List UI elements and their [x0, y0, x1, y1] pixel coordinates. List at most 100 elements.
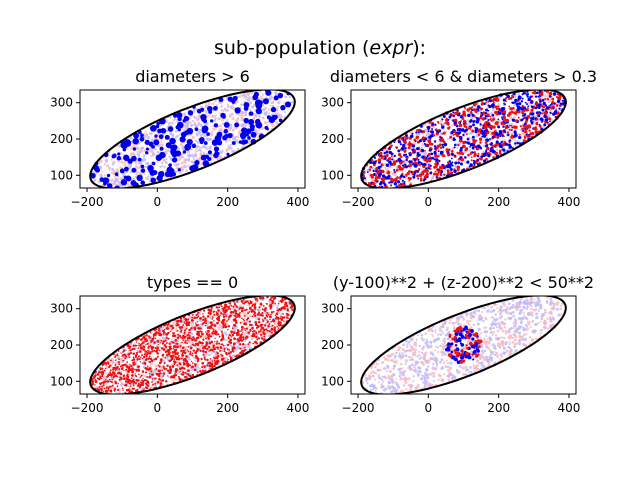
highlight-point: [233, 309, 237, 312]
highlight-point: [424, 177, 426, 179]
background-point: [125, 170, 128, 174]
background-point: [227, 350, 230, 353]
highlight-point: [427, 164, 430, 166]
highlight-point: [453, 169, 457, 174]
background-point: [424, 129, 428, 132]
highlight-point: [197, 323, 200, 326]
highlight-point: [191, 316, 193, 319]
highlight-point: [536, 118, 539, 121]
highlight-point: [484, 141, 488, 144]
highlight-point: [397, 157, 401, 161]
background-point: [200, 325, 203, 328]
highlight-point: [525, 119, 528, 123]
highlight-point: [387, 170, 390, 173]
background-point: [276, 105, 280, 109]
highlight-point: [194, 322, 197, 324]
highlight-point: [523, 135, 526, 138]
highlight-point: [128, 379, 132, 382]
highlight-point: [498, 149, 502, 153]
highlight-point: [227, 96, 233, 102]
highlight-point: [363, 177, 366, 180]
highlight-point: [452, 133, 455, 136]
background-point: [184, 345, 188, 349]
background-point: [243, 110, 247, 115]
highlight-point: [496, 113, 499, 116]
highlight-point: [485, 101, 488, 104]
highlight-point: [439, 146, 443, 150]
highlight-point: [206, 358, 209, 362]
highlight-point: [187, 321, 191, 324]
highlight-point: [425, 144, 428, 147]
background-point: [185, 169, 189, 173]
highlight-point: [156, 380, 160, 384]
highlight-point: [179, 136, 186, 143]
highlight-point: [515, 102, 519, 106]
highlight-point: [492, 125, 496, 129]
highlight-point: [443, 173, 446, 176]
highlight-point: [216, 151, 220, 156]
highlight-point: [183, 362, 186, 365]
highlight-point: [502, 125, 505, 128]
highlight-point: [478, 137, 483, 141]
highlight-point: [495, 96, 499, 100]
highlight-point: [456, 151, 459, 154]
highlight-point: [486, 147, 490, 151]
highlight-point: [129, 363, 131, 366]
highlight-point: [241, 328, 244, 331]
background-point: [123, 163, 127, 167]
highlight-point: [463, 156, 467, 159]
background-point: [421, 143, 425, 146]
background-point: [492, 108, 495, 112]
highlight-point: [158, 365, 161, 368]
highlight-point: [430, 152, 434, 156]
highlight-point: [435, 176, 439, 179]
highlight-point: [211, 340, 213, 343]
background-point: [271, 124, 275, 128]
highlight-point: [408, 170, 411, 173]
highlight-point: [451, 171, 454, 174]
highlight-point: [119, 365, 122, 368]
highlight-point: [405, 136, 409, 140]
highlight-point: [406, 171, 410, 176]
highlight-point: [171, 171, 177, 177]
background-point: [202, 144, 206, 149]
highlight-point: [125, 141, 131, 147]
highlight-point: [159, 382, 163, 385]
background-point: [171, 338, 174, 341]
highlight-point: [437, 122, 440, 124]
highlight-point: [124, 357, 127, 360]
highlight-point: [260, 304, 263, 306]
highlight-point: [441, 163, 444, 166]
highlight-point: [469, 143, 473, 147]
highlight-point: [403, 136, 406, 138]
highlight-point: [503, 129, 506, 132]
highlight-point: [529, 113, 532, 116]
highlight-point: [166, 166, 174, 174]
x-tick-label: −200: [71, 195, 104, 209]
highlight-point: [546, 98, 550, 101]
highlight-point: [144, 371, 148, 374]
highlight-point: [514, 119, 518, 123]
highlight-point: [397, 165, 401, 169]
background-point: [113, 182, 118, 187]
highlight-point: [511, 95, 515, 99]
background-point: [184, 162, 187, 165]
background-point: [193, 153, 198, 157]
highlight-point: [159, 341, 161, 344]
highlight-point: [453, 143, 457, 147]
highlight-point: [449, 163, 453, 167]
background-point: [202, 335, 205, 339]
background-point: [101, 365, 104, 368]
background-point: [225, 108, 229, 112]
background-point: [99, 159, 103, 163]
highlight-point: [216, 352, 219, 355]
highlight-point: [482, 154, 486, 158]
background-point: [187, 121, 190, 124]
highlight-point: [562, 102, 566, 105]
highlight-point: [164, 134, 170, 140]
highlight-point: [391, 144, 393, 147]
highlight-point: [109, 371, 112, 374]
highlight-point: [438, 160, 441, 163]
highlight-point: [114, 369, 117, 372]
highlight-point: [552, 92, 557, 96]
